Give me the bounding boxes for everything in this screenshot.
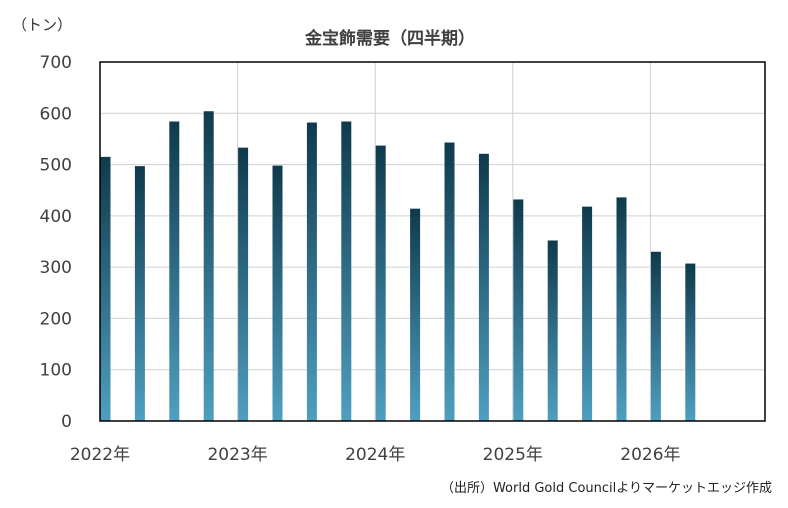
plot-frame <box>99 61 766 422</box>
grid <box>100 61 765 421</box>
bar: 2025Q1: 432 <box>513 199 524 421</box>
bar: 2024Q3: 543 <box>444 142 455 422</box>
axes <box>99 61 766 422</box>
x-tick-label: 2023年 <box>207 445 267 465</box>
bar: 2025Q3: 418 <box>582 206 593 421</box>
x-tick-label: 2024年 <box>345 445 405 465</box>
source-note: （出所）World Gold Councilよりマーケットエッジ作成 <box>441 481 772 496</box>
y-tick-label: 300 <box>40 258 72 278</box>
bar: 2024Q4: 521 <box>478 153 489 421</box>
bar: 2026Q1: 330 <box>650 251 661 421</box>
x-tick-label: 2025年 <box>483 445 543 465</box>
bar: 2022Q2: 497 <box>134 166 145 421</box>
bar: 2023Q3: 582 <box>306 122 317 421</box>
bar: 2025Q4: 436 <box>616 197 627 421</box>
bar: 2022Q4: 604 <box>203 111 214 421</box>
bar: 2025Q2: 352 <box>547 240 558 421</box>
y-tick-label: 200 <box>40 309 72 329</box>
y-tick-label: 500 <box>40 156 72 176</box>
y-tick-label: 700 <box>40 53 72 73</box>
y-tick-label: 0 <box>61 412 72 432</box>
bar: 2022Q3: 584 <box>169 121 180 422</box>
y-tick-label: 600 <box>40 104 72 124</box>
bar: 2022Q1: 515 <box>100 156 111 421</box>
y-tick-label: 100 <box>40 361 72 381</box>
bars: 2022Q1: 515 2022Q2: 497 2022Q3: 584 2022Q4:… <box>100 111 696 422</box>
x-tick-labels: 2022年 2023年 2024年 2025年 2026年 <box>70 445 681 465</box>
x-tick-label: 2022年 <box>70 445 130 465</box>
bar: 2023Q4: 584 <box>341 121 352 422</box>
y-tick-label: 400 <box>40 207 72 227</box>
y-tick-labels: 0 100 200 300 400 500 600 700 <box>40 53 72 432</box>
bar: 2024Q1: 537 <box>375 145 386 422</box>
x-tick-label: 2026年 <box>620 445 680 465</box>
bar: 2024Q2: 414 <box>410 208 421 421</box>
y-unit-label: （トン） <box>12 16 72 34</box>
bar: 2026Q2: 307 <box>685 263 696 421</box>
bar: 2023Q2: 498 <box>272 165 283 421</box>
chart-title: 金宝飾需要（四半期） <box>304 28 475 49</box>
bar: 2023Q1: 533 <box>238 147 249 421</box>
